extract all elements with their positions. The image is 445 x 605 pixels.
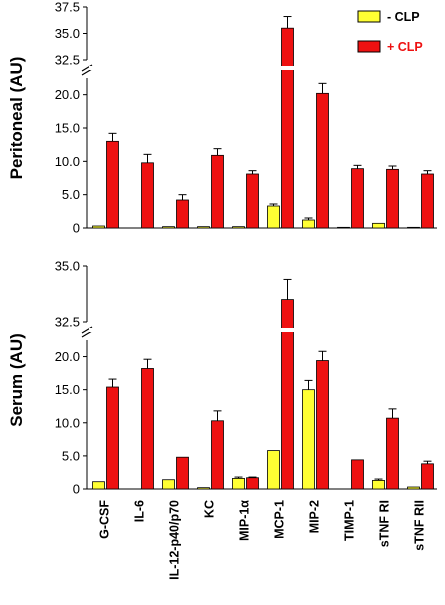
y-tick-label: 32.5 [55, 53, 80, 68]
bar-top-stnf-rii-pos [421, 173, 434, 229]
y-tick-label: 20.0 [55, 349, 80, 364]
bar-bottom-kc-pos [211, 420, 224, 490]
bar-bottom-mip-1-neg [232, 478, 245, 490]
y-tick-label: 5.0 [62, 187, 80, 202]
bar-bottom-stnf-rii-pos [421, 463, 434, 490]
bar-top-stnf-rii-neg [407, 226, 420, 229]
bar-top-timp-1-pos [351, 168, 364, 229]
legend-swatch-neg [357, 10, 381, 23]
legend: - CLP + CLP [357, 10, 423, 54]
bar-top-mip-2-pos [316, 92, 329, 229]
category-label-mcp-1: MCP-1 [273, 500, 287, 539]
bar-top-g-csf-pos [106, 140, 119, 229]
category-label-mip-2: MIP-2 [308, 500, 322, 533]
category-label-g-csf: G-CSF [98, 500, 112, 539]
bar-bottom-mip-2-pos [316, 360, 329, 490]
bar-bottom-il-12-p40-p70-pos [176, 456, 189, 490]
category-label-kc: KC [203, 500, 217, 518]
y-axis-label: Peritoneal (AU) [7, 57, 26, 180]
bar-break-gap [89, 66, 439, 70]
y-tick-label: 10.0 [55, 154, 80, 169]
bar-top-stnf-ri-neg [372, 222, 385, 229]
category-label-stnf-ri: sTNF RI [378, 500, 392, 547]
bar-bottom-mip-1-pos [246, 477, 259, 490]
y-tick-label: 32.5 [55, 315, 80, 330]
y-tick-label: 10.0 [55, 415, 80, 430]
bar-top-il-6-pos [141, 162, 154, 229]
bar-top-il-12-p40-p70-neg [162, 226, 175, 229]
bar-bottom-mip-2-neg [302, 389, 315, 490]
category-label-timp-1: TIMP-1 [343, 500, 357, 541]
y-tick-label: 0 [73, 221, 80, 236]
bar-top-stnf-ri-pos [386, 168, 399, 229]
bar-top-mcp-1-pos [281, 27, 294, 229]
bar-bottom-timp-1-pos [351, 459, 364, 490]
bar-top-mip-1-neg [232, 226, 245, 229]
legend-label-pos: + CLP [387, 40, 423, 54]
y-tick-label: 35.0 [55, 259, 80, 274]
y-tick-label: 5.0 [62, 448, 80, 463]
category-label-mip-1: MIP-1α [238, 500, 252, 541]
y-tick-label: 20.0 [55, 87, 80, 102]
bar-bottom-mcp-1-neg [267, 450, 280, 490]
category-label-il-12-p40-p70: IL-12-p40/p70 [168, 500, 182, 580]
bar-top-mcp-1-neg [267, 205, 280, 229]
bar-break-gap [89, 328, 439, 332]
y-axis-label: Serum (AU) [7, 333, 26, 427]
serum-panel: 0 5.0 10.0 15.0 20.0 32.5 35.0 Serum (AU) [7, 259, 439, 497]
bar-top-g-csf-neg [92, 225, 105, 229]
bar-top-kc-pos [211, 154, 224, 229]
bar-top-mip-1-pos [246, 173, 259, 229]
peritoneal-panel: 0 5.0 10.0 15.0 20.0 32.5 35.0 37.5 Peritoneal (… [7, 0, 439, 236]
bar-top-timp-1-neg [337, 226, 350, 229]
bar-bottom-g-csf-pos [106, 386, 119, 490]
bar-bottom-il-12-p40-p70-neg [162, 479, 175, 490]
y-tick-label: 0 [73, 482, 80, 497]
legend-swatch-pos [357, 40, 381, 53]
bar-top-mip-2-neg [302, 219, 315, 229]
bar-bottom-g-csf-neg [92, 481, 105, 490]
y-tick-label: 35.0 [55, 26, 80, 41]
bar-top-kc-neg [197, 226, 210, 229]
bar-bottom-stnf-rii-neg [407, 486, 420, 490]
bar-bottom-il-6-pos [141, 368, 154, 490]
category-labels: G-CSF IL-6 IL-12-p40/p70 KC MIP-1α MCP-1 MIP-2… [98, 500, 427, 580]
y-tick-label: 15.0 [55, 382, 80, 397]
bar-bottom-stnf-ri-neg [372, 479, 385, 490]
bar-bottom-kc-neg [197, 487, 210, 490]
legend-label-neg: - CLP [387, 10, 420, 24]
bar-bottom-stnf-ri-pos [386, 417, 399, 490]
category-label-il-6: IL-6 [133, 500, 147, 522]
y-tick-label: 15.0 [55, 121, 80, 136]
y-tick-label: 37.5 [55, 0, 80, 15]
bar-top-il-12-p40-p70-pos [176, 199, 189, 229]
category-label-stnf-rii: sTNF RII [413, 500, 427, 551]
